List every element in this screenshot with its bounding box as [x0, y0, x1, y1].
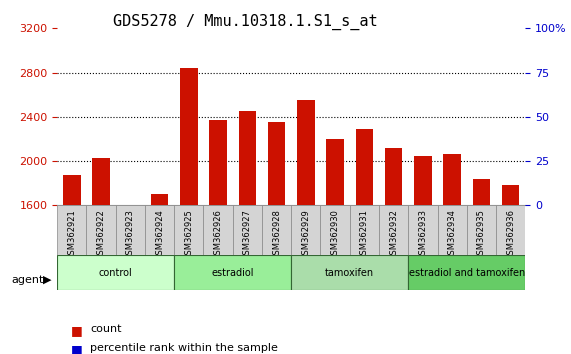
- FancyBboxPatch shape: [174, 255, 291, 290]
- Bar: [414, 155, 432, 354]
- Text: GSM362930: GSM362930: [331, 209, 340, 260]
- Bar: [151, 194, 168, 354]
- Text: count: count: [90, 324, 122, 334]
- Bar: [268, 122, 286, 354]
- Text: ■: ■: [71, 343, 83, 354]
- FancyBboxPatch shape: [496, 205, 525, 255]
- FancyBboxPatch shape: [320, 205, 349, 255]
- Text: GSM362935: GSM362935: [477, 209, 486, 260]
- FancyBboxPatch shape: [408, 255, 525, 290]
- Bar: [356, 129, 373, 354]
- Bar: [297, 100, 315, 354]
- FancyBboxPatch shape: [57, 205, 86, 255]
- Text: GSM362924: GSM362924: [155, 209, 164, 260]
- Text: GSM362925: GSM362925: [184, 209, 194, 260]
- Bar: [473, 179, 490, 354]
- FancyBboxPatch shape: [203, 205, 233, 255]
- Bar: [385, 148, 403, 354]
- Text: GSM362933: GSM362933: [419, 209, 428, 260]
- FancyBboxPatch shape: [145, 205, 174, 255]
- Text: GSM362923: GSM362923: [126, 209, 135, 260]
- FancyBboxPatch shape: [262, 205, 291, 255]
- Text: GSM362922: GSM362922: [96, 209, 106, 260]
- Text: ■: ■: [71, 324, 83, 337]
- Bar: [502, 185, 520, 354]
- Bar: [326, 139, 344, 354]
- FancyBboxPatch shape: [57, 255, 174, 290]
- Text: tamoxifen: tamoxifen: [325, 268, 375, 278]
- FancyBboxPatch shape: [437, 205, 467, 255]
- Text: control: control: [99, 268, 132, 278]
- Text: GDS5278 / Mmu.10318.1.S1_s_at: GDS5278 / Mmu.10318.1.S1_s_at: [113, 14, 378, 30]
- Text: GSM362936: GSM362936: [506, 209, 515, 260]
- Text: GSM362926: GSM362926: [214, 209, 223, 260]
- Bar: [180, 68, 198, 354]
- FancyBboxPatch shape: [291, 205, 320, 255]
- Text: GSM362934: GSM362934: [448, 209, 457, 260]
- Text: estradiol: estradiol: [211, 268, 254, 278]
- Text: estradiol and tamoxifen: estradiol and tamoxifen: [409, 268, 525, 278]
- FancyBboxPatch shape: [233, 205, 262, 255]
- Bar: [239, 111, 256, 354]
- Text: GSM362921: GSM362921: [67, 209, 77, 260]
- FancyBboxPatch shape: [86, 205, 115, 255]
- Bar: [122, 206, 139, 354]
- Bar: [93, 158, 110, 354]
- FancyBboxPatch shape: [408, 205, 437, 255]
- Text: GSM362932: GSM362932: [389, 209, 398, 260]
- Text: GSM362929: GSM362929: [301, 209, 311, 260]
- FancyBboxPatch shape: [174, 205, 203, 255]
- Bar: [63, 176, 81, 354]
- Text: GSM362931: GSM362931: [360, 209, 369, 260]
- Text: ▶: ▶: [43, 275, 51, 285]
- Text: agent: agent: [11, 275, 44, 285]
- Bar: [209, 120, 227, 354]
- FancyBboxPatch shape: [379, 205, 408, 255]
- FancyBboxPatch shape: [349, 205, 379, 255]
- FancyBboxPatch shape: [291, 255, 408, 290]
- Text: percentile rank within the sample: percentile rank within the sample: [90, 343, 278, 353]
- Text: GSM362928: GSM362928: [272, 209, 281, 260]
- Bar: [443, 154, 461, 354]
- Text: GSM362927: GSM362927: [243, 209, 252, 260]
- FancyBboxPatch shape: [115, 205, 145, 255]
- FancyBboxPatch shape: [467, 205, 496, 255]
